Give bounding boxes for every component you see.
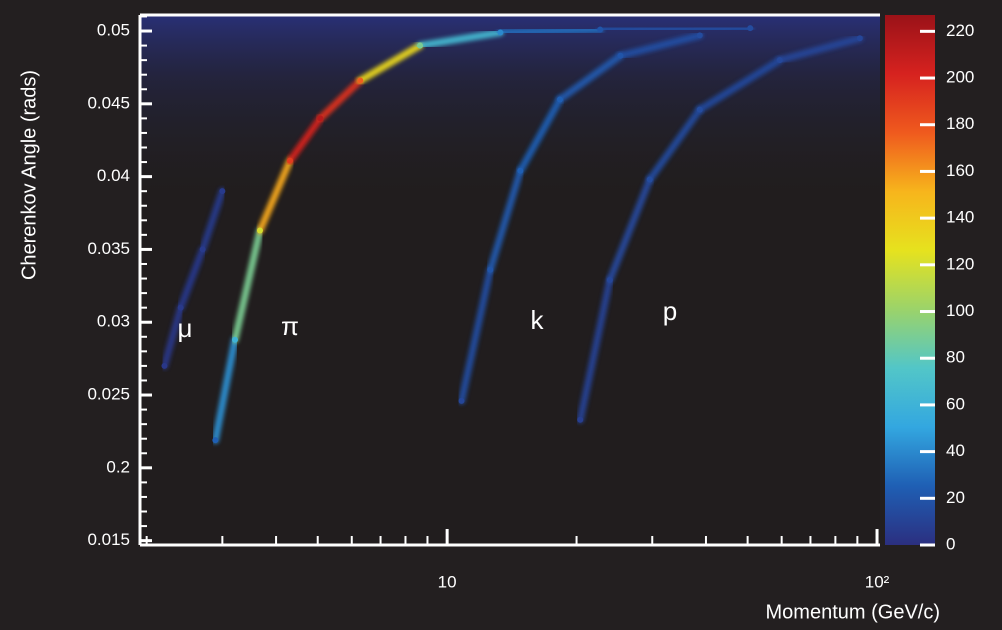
colorbar-tick-label: 60	[946, 394, 965, 413]
band-segment	[576, 276, 614, 424]
band-segment	[486, 167, 524, 274]
bin	[577, 416, 584, 423]
colorbar	[885, 15, 935, 545]
band	[576, 34, 864, 424]
band-segment	[606, 176, 654, 284]
bin	[696, 32, 703, 39]
band-label: p	[663, 296, 677, 326]
bin	[606, 277, 613, 283]
bin	[458, 397, 465, 404]
bin	[617, 52, 624, 59]
band-segment	[776, 34, 864, 64]
band-segment	[696, 56, 784, 114]
bin	[487, 266, 494, 273]
y-tick-label: 0.045	[87, 93, 130, 112]
colorbar-tick-label: 160	[946, 161, 974, 180]
bin	[776, 57, 783, 64]
bin	[696, 106, 703, 113]
y-tick-label: 0.035	[87, 239, 130, 258]
y-tick-label: 0.05	[97, 21, 130, 40]
bin	[161, 362, 168, 369]
band-segment	[496, 26, 604, 36]
band-segment	[458, 266, 494, 405]
bin	[357, 77, 364, 84]
band-segment	[160, 304, 185, 370]
y-tick-label: 0.025	[87, 385, 130, 404]
x-tick-label: 10	[438, 572, 457, 591]
bin	[747, 25, 754, 32]
colorbar-tick-label: 0	[946, 534, 955, 553]
bin	[856, 35, 863, 42]
band-segment	[416, 28, 504, 50]
band-segment	[596, 24, 754, 34]
bin	[417, 42, 424, 49]
y-axis-label: Cherenkov Angle (rads)	[18, 70, 40, 280]
band-segment	[316, 77, 364, 122]
y-tick-label: 0.04	[97, 166, 130, 185]
band-segment	[199, 187, 226, 253]
band-segment	[356, 42, 424, 85]
band-segment	[256, 157, 294, 234]
band-label: π	[281, 311, 299, 341]
band	[211, 24, 754, 444]
bin	[212, 437, 219, 444]
bin	[497, 29, 504, 36]
colorbar-tick-label: 20	[946, 488, 965, 507]
y-tick-label: 0.03	[97, 312, 130, 331]
colorbar-tick-label: 80	[946, 348, 965, 367]
colorbar-tick-label: 220	[946, 21, 974, 40]
bin	[646, 176, 653, 183]
bin	[199, 246, 206, 253]
colorbar-tick-label: 40	[946, 441, 965, 460]
bin	[317, 115, 324, 122]
band-segment	[646, 106, 704, 184]
bin	[517, 167, 524, 174]
band-label: k	[531, 305, 545, 335]
band-label: μ	[178, 313, 193, 343]
band-segment	[177, 245, 207, 312]
band-segment	[231, 226, 264, 344]
background-haze	[140, 15, 880, 545]
x-axis-label: Momentum (GeV/c)	[766, 601, 940, 623]
bin	[287, 157, 294, 164]
band	[458, 31, 704, 405]
colorbar-tick-label: 180	[946, 114, 974, 133]
colorbar-tick-label: 140	[946, 208, 974, 227]
colorbar-tick-label: 100	[946, 301, 974, 320]
colorbar-tick-label: 120	[946, 254, 974, 273]
band	[160, 187, 226, 370]
band-segment	[616, 31, 704, 60]
band-segment	[211, 336, 239, 444]
x-tick-label: 10²	[865, 572, 890, 591]
band-segment	[286, 114, 324, 165]
band-segment	[516, 95, 564, 175]
bin	[231, 336, 238, 343]
band-segment	[556, 52, 624, 103]
bin	[177, 304, 184, 311]
bin	[256, 227, 263, 234]
bin	[219, 188, 226, 195]
bin	[556, 96, 563, 103]
bin	[597, 26, 604, 33]
y-tick-label: 0.2	[106, 457, 130, 476]
colorbar-tick-label: 200	[946, 68, 974, 87]
y-tick-label: 0.015	[87, 530, 130, 549]
